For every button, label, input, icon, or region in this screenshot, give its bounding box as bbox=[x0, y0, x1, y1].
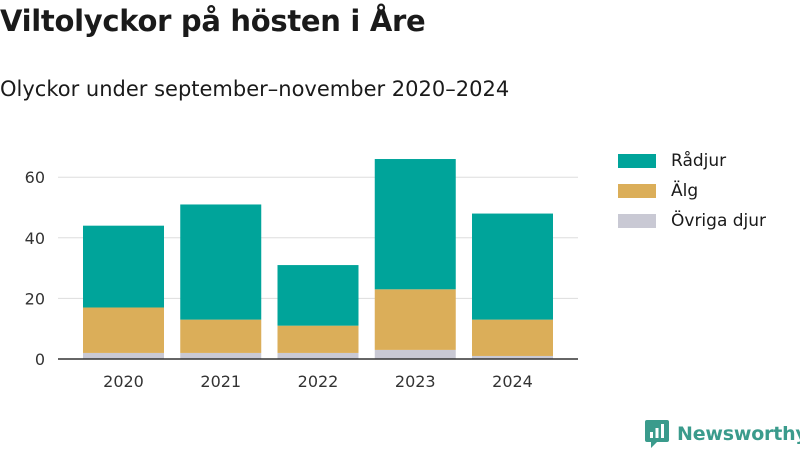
legend-label-alg: Älg bbox=[671, 181, 699, 201]
bar-2023-r-djur bbox=[374, 159, 456, 290]
x-tick-label-2023: 2023 bbox=[395, 372, 436, 391]
bar-2020-r-djur bbox=[83, 225, 164, 308]
legend: Rådjur Älg Övriga djur bbox=[618, 146, 766, 236]
bar-2021-r-djur bbox=[180, 204, 262, 320]
bar-2022--vriga-djur bbox=[277, 352, 359, 359]
y-tick-label-60: 60 bbox=[25, 168, 45, 187]
legend-label-radjur: Rådjur bbox=[671, 151, 727, 171]
legend-swatch-ovriga bbox=[618, 214, 656, 228]
bar-2020--vriga-djur bbox=[83, 352, 164, 359]
chart-subtitle: Olyckor under september–november 2020–20… bbox=[0, 77, 510, 101]
bar-2023--vriga-djur bbox=[374, 349, 456, 359]
x-tick-label-2022: 2022 bbox=[298, 372, 339, 391]
bar-2021--vriga-djur bbox=[180, 352, 262, 359]
legend-label-ovriga: Övriga djur bbox=[671, 211, 767, 231]
legend-item-radjur: Rådjur bbox=[618, 146, 766, 176]
brand-name: Newsworthy bbox=[677, 423, 800, 445]
y-tick-label-0: 0 bbox=[35, 350, 45, 369]
y-tick-label-40: 40 bbox=[25, 229, 45, 248]
legend-item-alg: Älg bbox=[618, 176, 766, 206]
x-tick-label-2020: 2020 bbox=[103, 372, 144, 391]
bar-2020--lg bbox=[83, 307, 164, 353]
bar-2024--lg bbox=[472, 319, 553, 356]
legend-item-ovriga: Övriga djur bbox=[618, 206, 766, 236]
chart-title: Viltolyckor på hösten i Åre bbox=[0, 4, 426, 38]
bar-2022-r-djur bbox=[277, 265, 359, 326]
x-tick-label-2021: 2021 bbox=[200, 372, 241, 391]
bar-2022--lg bbox=[277, 325, 359, 353]
bar-2023--lg bbox=[374, 289, 456, 350]
newsworthy-logo-icon bbox=[645, 420, 669, 448]
y-tick-label-20: 20 bbox=[25, 289, 45, 308]
bar-2024-r-djur bbox=[472, 213, 553, 320]
legend-swatch-alg bbox=[618, 184, 656, 198]
bar-2021--lg bbox=[180, 319, 262, 353]
legend-swatch-radjur bbox=[618, 154, 656, 168]
brand-logo: Newsworthy bbox=[645, 420, 800, 448]
bar-2024--vriga-djur bbox=[472, 355, 553, 359]
x-tick-label-2024: 2024 bbox=[492, 372, 533, 391]
